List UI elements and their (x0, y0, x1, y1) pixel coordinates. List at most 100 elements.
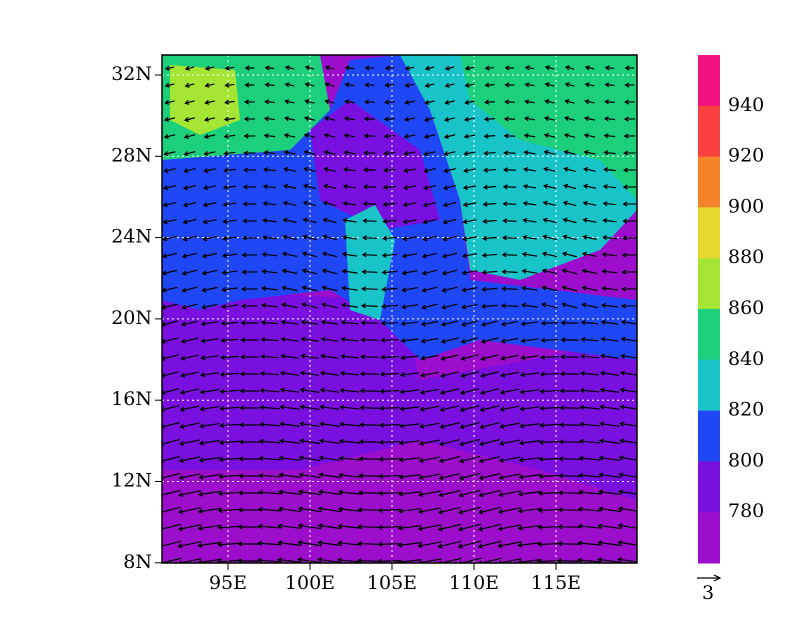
wind-vector (219, 422, 240, 429)
wind-vector (241, 286, 258, 292)
wind-vector (256, 557, 282, 563)
wind-vector (479, 422, 500, 430)
wind-vector (357, 507, 382, 513)
wind-vector (583, 166, 596, 172)
wind-vector (484, 65, 495, 71)
wind-vector (182, 201, 197, 208)
wind-vector (239, 422, 260, 428)
wind-vector (361, 252, 378, 258)
wind-vector (343, 150, 356, 156)
wind-vector (523, 167, 536, 173)
wind-vector (598, 489, 621, 496)
wind-vector (259, 387, 280, 394)
wind-vector (461, 287, 478, 293)
wind-vector (481, 286, 498, 292)
wind-vector (464, 65, 475, 71)
wind-vector (560, 320, 579, 326)
wind-vector (238, 439, 261, 445)
wind-vector (242, 201, 257, 207)
wind-vector (578, 455, 601, 461)
wind-vector (398, 457, 421, 463)
wind-vector (543, 116, 556, 122)
wind-vector (243, 116, 256, 122)
wind-vector (223, 150, 236, 156)
colorbar-bin (698, 461, 720, 513)
wind-vector (304, 82, 315, 88)
wind-vector (361, 269, 378, 275)
wind-vector (283, 166, 296, 172)
wind-vector (344, 65, 355, 71)
wind-vector (459, 421, 480, 430)
wind-vector (598, 455, 621, 462)
wind-vector (604, 82, 615, 88)
wind-vector (462, 185, 477, 191)
wind-vector (343, 167, 356, 173)
wind-vector (363, 133, 376, 139)
wind-vector (463, 116, 476, 122)
wind-vector (561, 251, 578, 258)
wind-vector (181, 252, 198, 259)
wind-vector (322, 217, 337, 224)
wind-vector (383, 133, 396, 139)
wind-vector (244, 82, 255, 88)
wind-vector (220, 354, 239, 360)
wind-vector (263, 133, 276, 139)
lat-label: 20N (111, 307, 152, 329)
wind-vector (599, 370, 620, 376)
wind-vector (597, 523, 622, 530)
wind-vector (482, 184, 497, 190)
reference-arrow-head (713, 574, 722, 582)
wind-vector (441, 303, 458, 310)
wind-vector (383, 150, 396, 156)
reference-label: 3 (702, 582, 714, 604)
wind-vector (203, 116, 216, 122)
wind-vector (622, 184, 637, 190)
wind-vector (480, 320, 499, 327)
wind-vector (541, 285, 558, 292)
wind-vector (398, 491, 421, 497)
wind-vector (520, 321, 539, 327)
wind-vector (180, 337, 199, 344)
wind-vector (563, 149, 576, 155)
wind-vector (238, 473, 261, 479)
wind-vector (518, 491, 541, 497)
wind-vector (162, 252, 178, 259)
lat-label: 16N (111, 388, 152, 410)
wind-vector (460, 371, 479, 378)
wind-vector (359, 388, 380, 394)
wind-vector (403, 116, 416, 122)
wind-vector (521, 285, 538, 291)
wind-vector (556, 558, 582, 563)
wind-vector (464, 82, 475, 88)
wind-vector (281, 251, 298, 258)
wind-vector (378, 473, 401, 479)
wind-vector (180, 354, 199, 361)
wind-vector (542, 200, 557, 207)
wind-vector (460, 337, 479, 344)
wind-vector (559, 371, 580, 377)
wind-vector (424, 82, 435, 88)
wind-vector (301, 268, 318, 275)
wind-vector (182, 235, 197, 242)
wind-vector (619, 387, 637, 393)
wind-vector (378, 456, 401, 462)
wind-vector (378, 439, 401, 445)
wind-vector (383, 116, 396, 122)
lat-label: 12N (111, 470, 152, 492)
lon-label: 115E (531, 572, 581, 594)
wind-vector (564, 116, 576, 122)
wind-vector (459, 388, 480, 396)
wind-vector (623, 150, 636, 156)
wind-vector (280, 336, 299, 342)
wind-vector (318, 455, 341, 462)
wind-vector (522, 234, 537, 240)
wind-vector (244, 99, 255, 105)
wind-vector (302, 234, 317, 241)
wind-vector (340, 336, 359, 343)
wind-vector (282, 217, 297, 223)
wind-vector (184, 116, 196, 122)
wind-vector (360, 320, 379, 326)
wind-vector (222, 218, 237, 224)
wind-vector (163, 116, 176, 122)
wind-vector (541, 251, 558, 258)
